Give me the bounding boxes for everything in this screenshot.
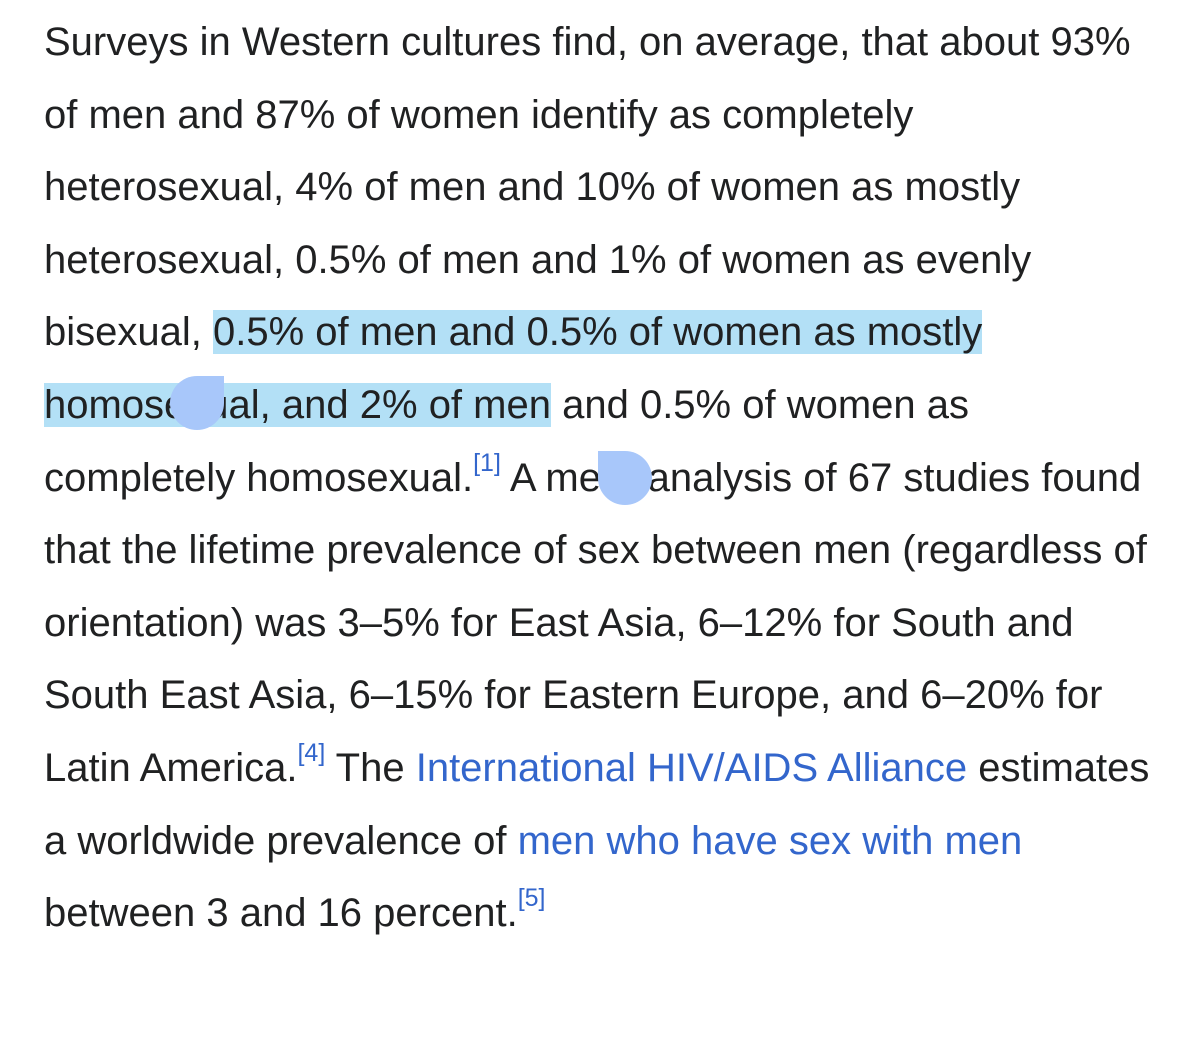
msm-link[interactable]: men who have sex with men (517, 818, 1023, 863)
article-paragraph: Surveys in Western cultures find, on ave… (44, 6, 1154, 950)
selection-end-handle-icon[interactable] (598, 451, 652, 505)
citation-5-link[interactable]: [5] (517, 884, 546, 913)
paragraph-text-3: A meta-analysis of 67 studies found that… (44, 455, 1147, 790)
hiv-aids-alliance-link[interactable]: International HIV/AIDS Alliance (415, 745, 968, 790)
paragraph-text-4: The (325, 745, 416, 790)
paragraph-text-5: estimates a worldwide prevalence of (44, 745, 1150, 863)
paragraph-text-6: between 3 and 16 percent. (44, 891, 518, 936)
citation-4-link[interactable]: [4] (297, 738, 326, 767)
selection-start-handle-icon[interactable] (170, 376, 224, 430)
paragraph-text-2: and 0.5% of women as completely homosexu… (44, 382, 970, 500)
citation-1-link[interactable]: [1] (473, 448, 501, 477)
paragraph-text-1: Surveys in Western cultures find, on ave… (44, 20, 1131, 355)
